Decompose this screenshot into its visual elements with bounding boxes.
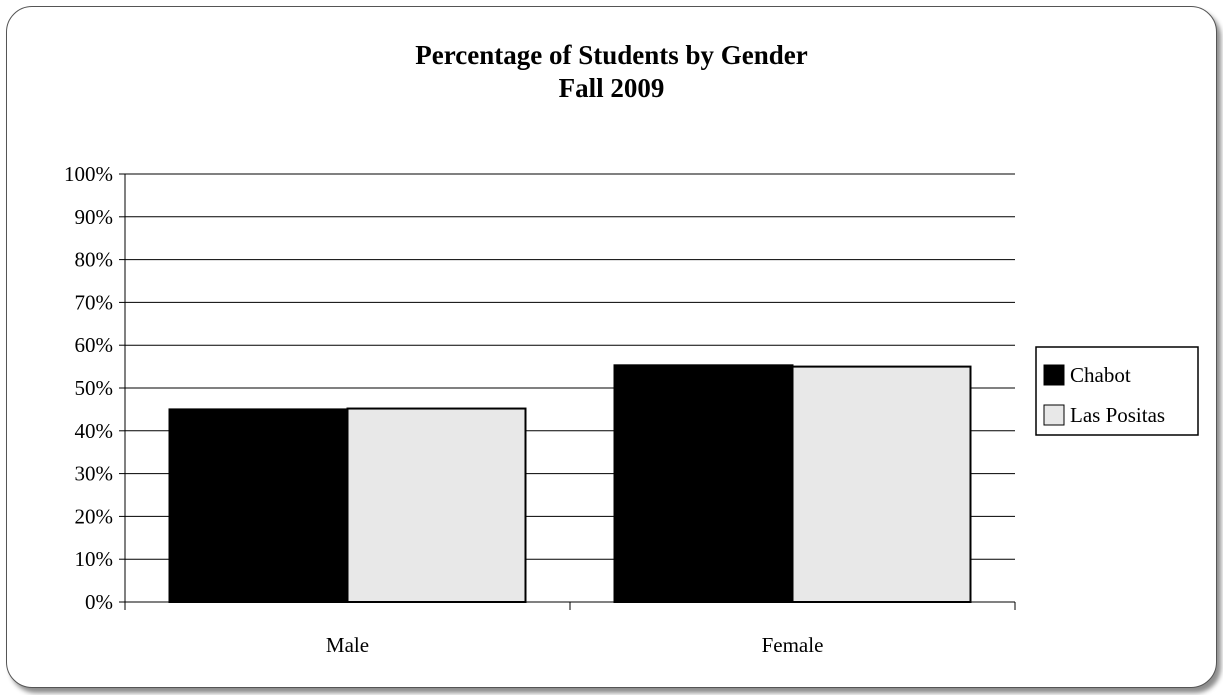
y-tick-label: 30% — [75, 462, 114, 486]
x-tick-label: Female — [762, 633, 824, 657]
x-tick-label: Male — [326, 633, 369, 657]
y-tick-label: 60% — [75, 333, 114, 357]
bar — [168, 408, 349, 603]
legend-swatch — [1043, 364, 1065, 386]
y-tick-label: 20% — [75, 504, 114, 528]
bar — [613, 364, 794, 604]
y-tick-label: 100% — [64, 162, 113, 186]
legend-label: Chabot — [1070, 363, 1131, 387]
y-tick-label: 80% — [75, 248, 114, 272]
y-tick-label: 90% — [75, 205, 114, 229]
legend-swatch — [1043, 404, 1065, 426]
legend-label: Las Positas — [1070, 403, 1165, 427]
y-tick-label: 0% — [85, 590, 113, 614]
bar — [346, 407, 527, 603]
bar — [791, 365, 972, 603]
y-tick-label: 40% — [75, 419, 114, 443]
chart-subtitle: Fall 2009 — [558, 73, 665, 103]
y-tick-label: 70% — [75, 290, 114, 314]
y-tick-label: 50% — [75, 376, 114, 400]
chart-title: Percentage of Students by Gender — [415, 40, 808, 70]
y-tick-label: 10% — [75, 547, 114, 571]
